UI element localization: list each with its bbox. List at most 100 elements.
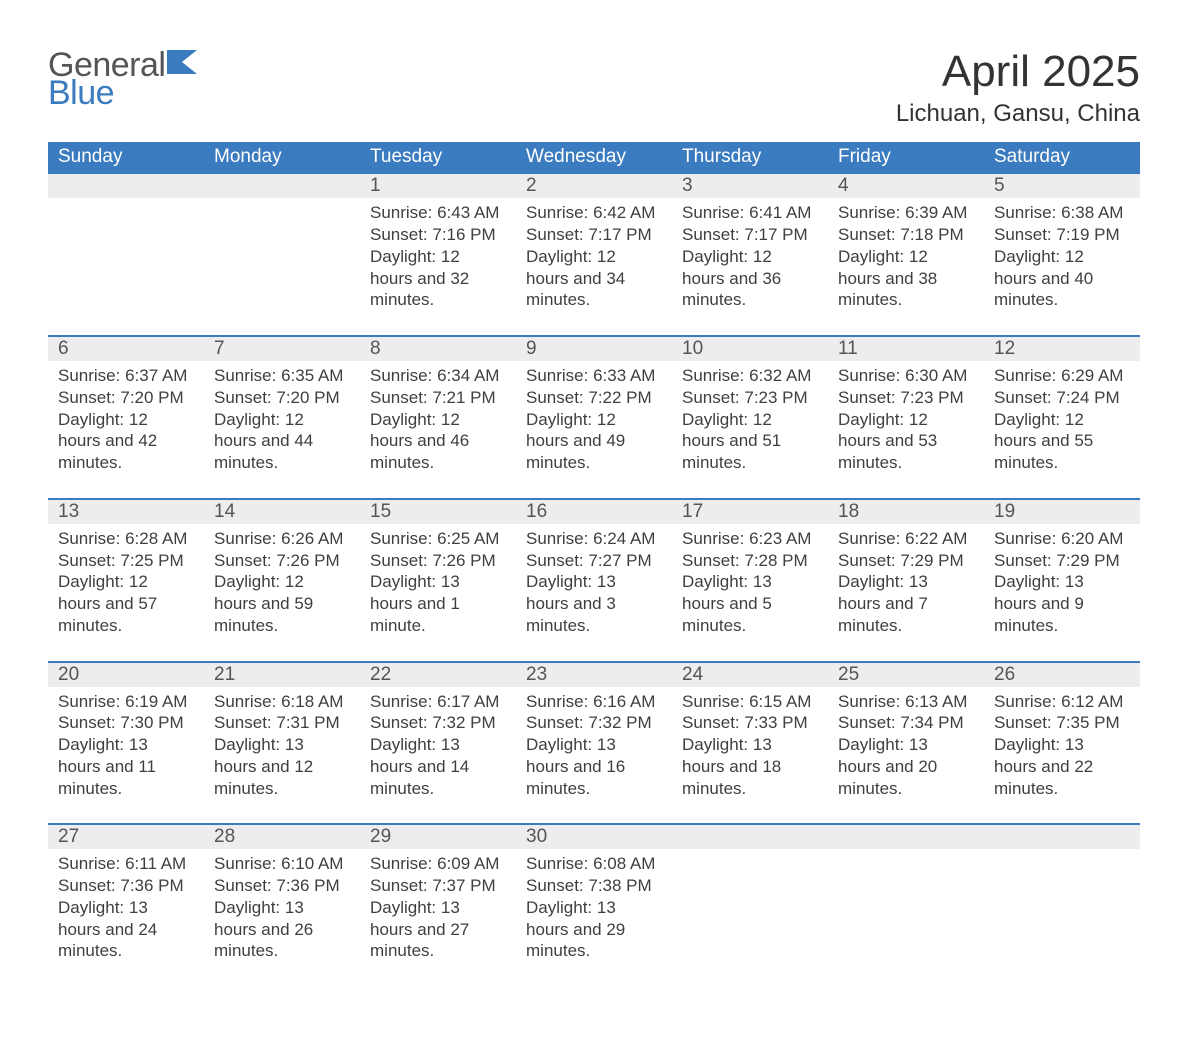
- day-cell: Sunrise: 6:13 AMSunset: 7:34 PMDaylight:…: [828, 687, 984, 824]
- daylight-line: Daylight: 13 hours and 27 minutes.: [370, 897, 506, 962]
- daylight-line: Daylight: 13 hours and 18 minutes.: [682, 734, 818, 799]
- dow-saturday: Saturday: [984, 142, 1140, 174]
- daylight-line: Daylight: 12 hours and 57 minutes.: [58, 571, 194, 636]
- sunset-line: Sunset: 7:19 PM: [994, 224, 1130, 246]
- sunset-line: Sunset: 7:23 PM: [682, 387, 818, 409]
- dow-sunday: Sunday: [48, 142, 204, 174]
- sunset-line: Sunset: 7:32 PM: [526, 712, 662, 734]
- sunrise-line: Sunrise: 6:41 AM: [682, 202, 818, 224]
- sunrise-line: Sunrise: 6:09 AM: [370, 853, 506, 875]
- sunset-line: Sunset: 7:29 PM: [838, 550, 974, 572]
- day-cell: Sunrise: 6:16 AMSunset: 7:32 PMDaylight:…: [516, 687, 672, 824]
- day-cell: Sunrise: 6:17 AMSunset: 7:32 PMDaylight:…: [360, 687, 516, 824]
- sunset-line: Sunset: 7:20 PM: [214, 387, 350, 409]
- day-number: 11: [828, 337, 984, 361]
- day-number: 14: [204, 500, 360, 524]
- day-cell: Sunrise: 6:25 AMSunset: 7:26 PMDaylight:…: [360, 524, 516, 661]
- weeks-container: 12345Sunrise: 6:43 AMSunset: 7:16 PMDayl…: [48, 174, 1140, 986]
- sunrise-line: Sunrise: 6:35 AM: [214, 365, 350, 387]
- sunset-line: Sunset: 7:35 PM: [994, 712, 1130, 734]
- daynum-strip: 12345: [48, 174, 1140, 198]
- day-cell: Sunrise: 6:20 AMSunset: 7:29 PMDaylight:…: [984, 524, 1140, 661]
- sunset-line: Sunset: 7:36 PM: [58, 875, 194, 897]
- day-number: 21: [204, 663, 360, 687]
- day-cell: Sunrise: 6:18 AMSunset: 7:31 PMDaylight:…: [204, 687, 360, 824]
- sunrise-line: Sunrise: 6:43 AM: [370, 202, 506, 224]
- day-number: 26: [984, 663, 1140, 687]
- daylight-line: Daylight: 13 hours and 26 minutes.: [214, 897, 350, 962]
- sunset-line: Sunset: 7:21 PM: [370, 387, 506, 409]
- daylight-line: Daylight: 13 hours and 20 minutes.: [838, 734, 974, 799]
- day-number: [48, 174, 204, 198]
- daylight-line: Daylight: 12 hours and 32 minutes.: [370, 246, 506, 311]
- sunrise-line: Sunrise: 6:11 AM: [58, 853, 194, 875]
- logo-text: General Blue: [48, 48, 201, 110]
- day-number: 19: [984, 500, 1140, 524]
- day-number: [204, 174, 360, 198]
- dow-thursday: Thursday: [672, 142, 828, 174]
- sunset-line: Sunset: 7:27 PM: [526, 550, 662, 572]
- day-cell: Sunrise: 6:35 AMSunset: 7:20 PMDaylight:…: [204, 361, 360, 498]
- day-number: 28: [204, 825, 360, 849]
- sunrise-line: Sunrise: 6:25 AM: [370, 528, 506, 550]
- calendar-page: General Blue April 2025 Lichuan, Gansu, …: [0, 0, 1188, 1046]
- day-number: 8: [360, 337, 516, 361]
- day-cell: Sunrise: 6:38 AMSunset: 7:19 PMDaylight:…: [984, 198, 1140, 335]
- daylight-line: Daylight: 12 hours and 55 minutes.: [994, 409, 1130, 474]
- sunset-line: Sunset: 7:33 PM: [682, 712, 818, 734]
- day-cell: Sunrise: 6:32 AMSunset: 7:23 PMDaylight:…: [672, 361, 828, 498]
- day-number: 25: [828, 663, 984, 687]
- month-title: April 2025: [896, 48, 1140, 96]
- daylight-line: Daylight: 12 hours and 38 minutes.: [838, 246, 974, 311]
- sunrise-line: Sunrise: 6:22 AM: [838, 528, 974, 550]
- dow-friday: Friday: [828, 142, 984, 174]
- day-number: 7: [204, 337, 360, 361]
- sunset-line: Sunset: 7:28 PM: [682, 550, 818, 572]
- daylight-line: Daylight: 12 hours and 40 minutes.: [994, 246, 1130, 311]
- day-number: 3: [672, 174, 828, 198]
- sunset-line: Sunset: 7:31 PM: [214, 712, 350, 734]
- sunset-line: Sunset: 7:34 PM: [838, 712, 974, 734]
- daylight-line: Daylight: 12 hours and 34 minutes.: [526, 246, 662, 311]
- sunrise-line: Sunrise: 6:29 AM: [994, 365, 1130, 387]
- daylight-line: Daylight: 13 hours and 22 minutes.: [994, 734, 1130, 799]
- sunrise-line: Sunrise: 6:33 AM: [526, 365, 662, 387]
- daylight-line: Daylight: 13 hours and 12 minutes.: [214, 734, 350, 799]
- day-number: [828, 825, 984, 849]
- day-number: 1: [360, 174, 516, 198]
- day-of-week-header: SundayMondayTuesdayWednesdayThursdayFrid…: [48, 142, 1140, 174]
- day-number: 12: [984, 337, 1140, 361]
- daylight-line: Daylight: 12 hours and 46 minutes.: [370, 409, 506, 474]
- logo-word-blue: Blue: [48, 76, 201, 110]
- week-row: 27282930Sunrise: 6:11 AMSunset: 7:36 PMD…: [48, 823, 1140, 986]
- sunrise-line: Sunrise: 6:13 AM: [838, 691, 974, 713]
- daylight-line: Daylight: 12 hours and 42 minutes.: [58, 409, 194, 474]
- week-row: 12345Sunrise: 6:43 AMSunset: 7:16 PMDayl…: [48, 174, 1140, 335]
- day-cell: Sunrise: 6:23 AMSunset: 7:28 PMDaylight:…: [672, 524, 828, 661]
- sunset-line: Sunset: 7:22 PM: [526, 387, 662, 409]
- day-number: 17: [672, 500, 828, 524]
- day-cell: Sunrise: 6:39 AMSunset: 7:18 PMDaylight:…: [828, 198, 984, 335]
- day-number: 5: [984, 174, 1140, 198]
- sunset-line: Sunset: 7:24 PM: [994, 387, 1130, 409]
- sunset-line: Sunset: 7:36 PM: [214, 875, 350, 897]
- sunset-line: Sunset: 7:29 PM: [994, 550, 1130, 572]
- daynum-strip: 6789101112: [48, 337, 1140, 361]
- daynum-strip: 13141516171819: [48, 500, 1140, 524]
- day-cell: Sunrise: 6:43 AMSunset: 7:16 PMDaylight:…: [360, 198, 516, 335]
- daylight-line: Daylight: 12 hours and 59 minutes.: [214, 571, 350, 636]
- day-cell: Sunrise: 6:41 AMSunset: 7:17 PMDaylight:…: [672, 198, 828, 335]
- sunrise-line: Sunrise: 6:08 AM: [526, 853, 662, 875]
- day-number: [672, 825, 828, 849]
- sunset-line: Sunset: 7:37 PM: [370, 875, 506, 897]
- sunset-line: Sunset: 7:26 PM: [214, 550, 350, 572]
- sunrise-line: Sunrise: 6:15 AM: [682, 691, 818, 713]
- day-number: 23: [516, 663, 672, 687]
- title-block: April 2025 Lichuan, Gansu, China: [896, 48, 1140, 128]
- sunset-line: Sunset: 7:20 PM: [58, 387, 194, 409]
- logo: General Blue: [48, 48, 201, 110]
- sunrise-line: Sunrise: 6:38 AM: [994, 202, 1130, 224]
- daylight-line: Daylight: 13 hours and 14 minutes.: [370, 734, 506, 799]
- day-number: [984, 825, 1140, 849]
- sunset-line: Sunset: 7:17 PM: [526, 224, 662, 246]
